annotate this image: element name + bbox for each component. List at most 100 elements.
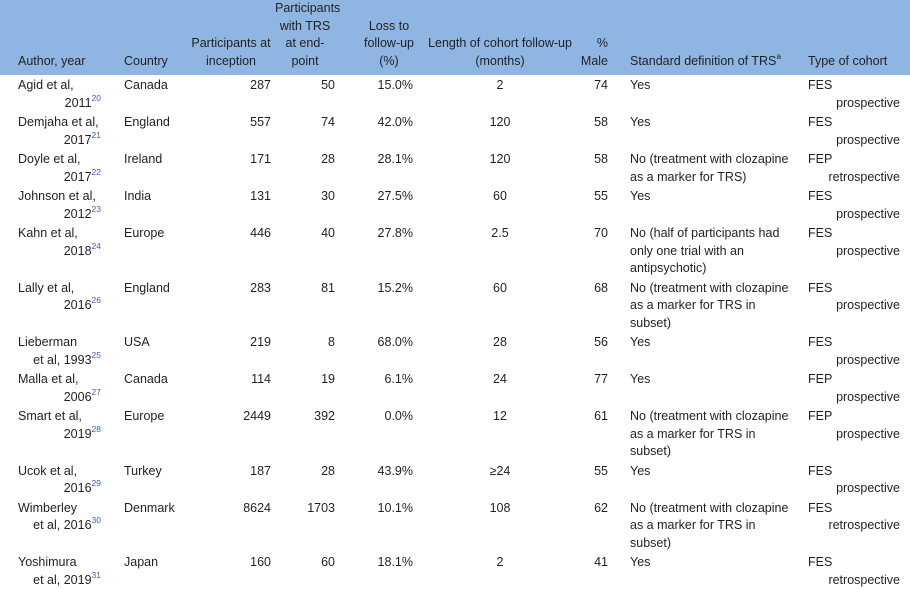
cohort-design: prospective (808, 352, 900, 370)
author-name: Smart et al, (18, 408, 101, 426)
definition-cell: No (treatment with clozapine as a marker… (620, 406, 800, 461)
header-text: % Male (581, 36, 608, 68)
author-name: Lieberman (18, 334, 101, 352)
loss-cell: 10.1% (345, 498, 425, 553)
trs-cell: 74 (275, 112, 345, 149)
header-text: Type of cohort (808, 54, 887, 68)
length-cell: 24 (425, 369, 575, 406)
country-cell: England (115, 278, 185, 333)
inception-cell: 114 (185, 369, 275, 406)
inception-cell: 219 (185, 332, 275, 369)
definition-cell: Yes (620, 332, 800, 369)
male-cell: 74 (575, 75, 620, 112)
trs-cell: 1703 (275, 498, 345, 553)
cohort-type: FES (808, 334, 900, 352)
column-header: Country (115, 0, 185, 75)
author-year: 201120 (18, 95, 101, 113)
country-cell: Japan (115, 552, 185, 589)
country-cell: Turkey (115, 461, 185, 498)
loss-cell: 0.0% (345, 406, 425, 461)
country-cell: England (115, 112, 185, 149)
definition-cell: No (treatment with clozapine as a marker… (620, 149, 800, 186)
length-cell: 60 (425, 186, 575, 223)
author-year: 201721 (18, 132, 101, 150)
author-cell: Demjaha et al,201721 (0, 112, 115, 149)
cohort-design: prospective (808, 243, 900, 261)
length-cell: 108 (425, 498, 575, 553)
inception-cell: 446 (185, 223, 275, 278)
cohort-design: retrospective (808, 169, 900, 187)
author-year: et al, 201630 (18, 517, 101, 535)
reference: 24 (92, 241, 101, 251)
length-cell: 2 (425, 552, 575, 589)
length-cell: 120 (425, 112, 575, 149)
definition-cell: Yes (620, 461, 800, 498)
column-header: Loss to follow-up (%) (345, 0, 425, 75)
author-cell: Lally et al,201626 (0, 278, 115, 333)
country-cell: India (115, 186, 185, 223)
definition-cell: No (treatment with clozapine as a marker… (620, 278, 800, 333)
cohort-design: prospective (808, 206, 900, 224)
author-name: Malla et al, (18, 371, 101, 389)
inception-cell: 171 (185, 149, 275, 186)
author-name: Doyle et al, (18, 151, 101, 169)
country-cell: Europe (115, 406, 185, 461)
cohort-type: FES (808, 114, 900, 132)
cohort-type: FEP (808, 151, 900, 169)
reference: 30 (92, 515, 101, 525)
male-cell: 62 (575, 498, 620, 553)
header-text: Standard definition of TRS (630, 54, 776, 68)
author-cell: Smart et al,201928 (0, 406, 115, 461)
column-header: Standard definition of TRSa (620, 0, 800, 75)
cohort-design: retrospective (808, 572, 900, 589)
loss-cell: 15.0% (345, 75, 425, 112)
cohort-type: FES (808, 280, 900, 298)
cohort-design: prospective (808, 426, 900, 444)
cohort-design: prospective (808, 480, 900, 498)
male-cell: 56 (575, 332, 620, 369)
loss-cell: 27.8% (345, 223, 425, 278)
author-year: 200627 (18, 389, 101, 407)
author-year: 201824 (18, 243, 101, 261)
country-cell: Canada (115, 369, 185, 406)
column-header: Participants at inception (185, 0, 275, 75)
reference: 26 (92, 295, 101, 305)
country-cell: Canada (115, 75, 185, 112)
length-cell: 12 (425, 406, 575, 461)
cohort-type: FES (808, 500, 900, 518)
male-cell: 58 (575, 112, 620, 149)
trs-cell: 60 (275, 552, 345, 589)
male-cell: 68 (575, 278, 620, 333)
inception-cell: 557 (185, 112, 275, 149)
definition-cell: No (treatment with clozapine as a marker… (620, 498, 800, 553)
trs-cell: 40 (275, 223, 345, 278)
inception-cell: 2449 (185, 406, 275, 461)
reference: 29 (92, 478, 101, 488)
trs-cell: 28 (275, 461, 345, 498)
author-name: Lally et al, (18, 280, 101, 298)
length-cell: 120 (425, 149, 575, 186)
header-text: Author, year (18, 54, 85, 68)
cohort-type: FES (808, 188, 900, 206)
column-header: Participants with TRS at end-point (275, 0, 345, 75)
cohort-type: FEP (808, 408, 900, 426)
male-cell: 61 (575, 406, 620, 461)
loss-cell: 27.5% (345, 186, 425, 223)
